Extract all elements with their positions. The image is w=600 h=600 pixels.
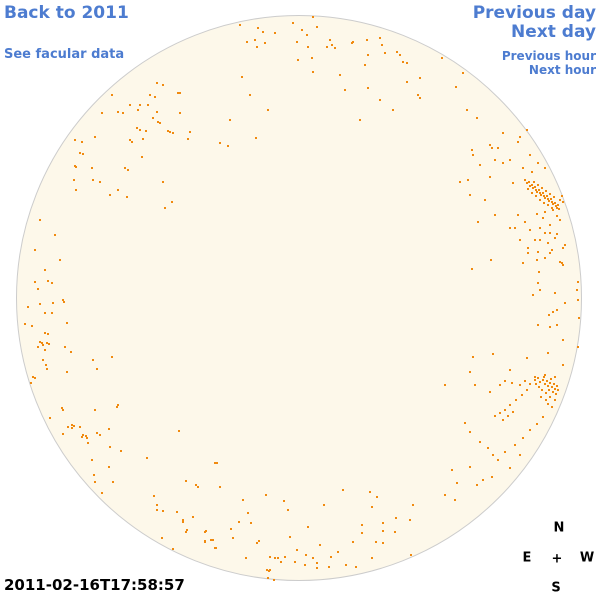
hour-links-group: Previous hour Next hour [473, 49, 596, 77]
back-to-2011-link[interactable]: Back to 2011 [4, 3, 129, 23]
next-day-link[interactable]: Next day [511, 22, 596, 42]
compass-west-label: W [579, 550, 595, 566]
see-facular-data-link[interactable]: See facular data [4, 47, 125, 62]
top-left-nav: Back to 2011 See facular data [4, 3, 129, 63]
previous-day-link[interactable]: Previous day [472, 3, 596, 23]
compass-east-label: E [522, 550, 532, 566]
next-hour-link[interactable]: Next hour [528, 63, 596, 77]
top-right-nav: Previous day Next day Previous hour Next… [472, 3, 596, 78]
solar-disk [16, 15, 582, 581]
compass-south-label: S [551, 580, 561, 596]
compass-center-mark: + [551, 551, 563, 567]
compass-north-label: N [553, 520, 565, 536]
previous-hour-link[interactable]: Previous hour [501, 49, 596, 63]
observation-timestamp: 2011-02-16T17:58:57 [4, 576, 185, 594]
